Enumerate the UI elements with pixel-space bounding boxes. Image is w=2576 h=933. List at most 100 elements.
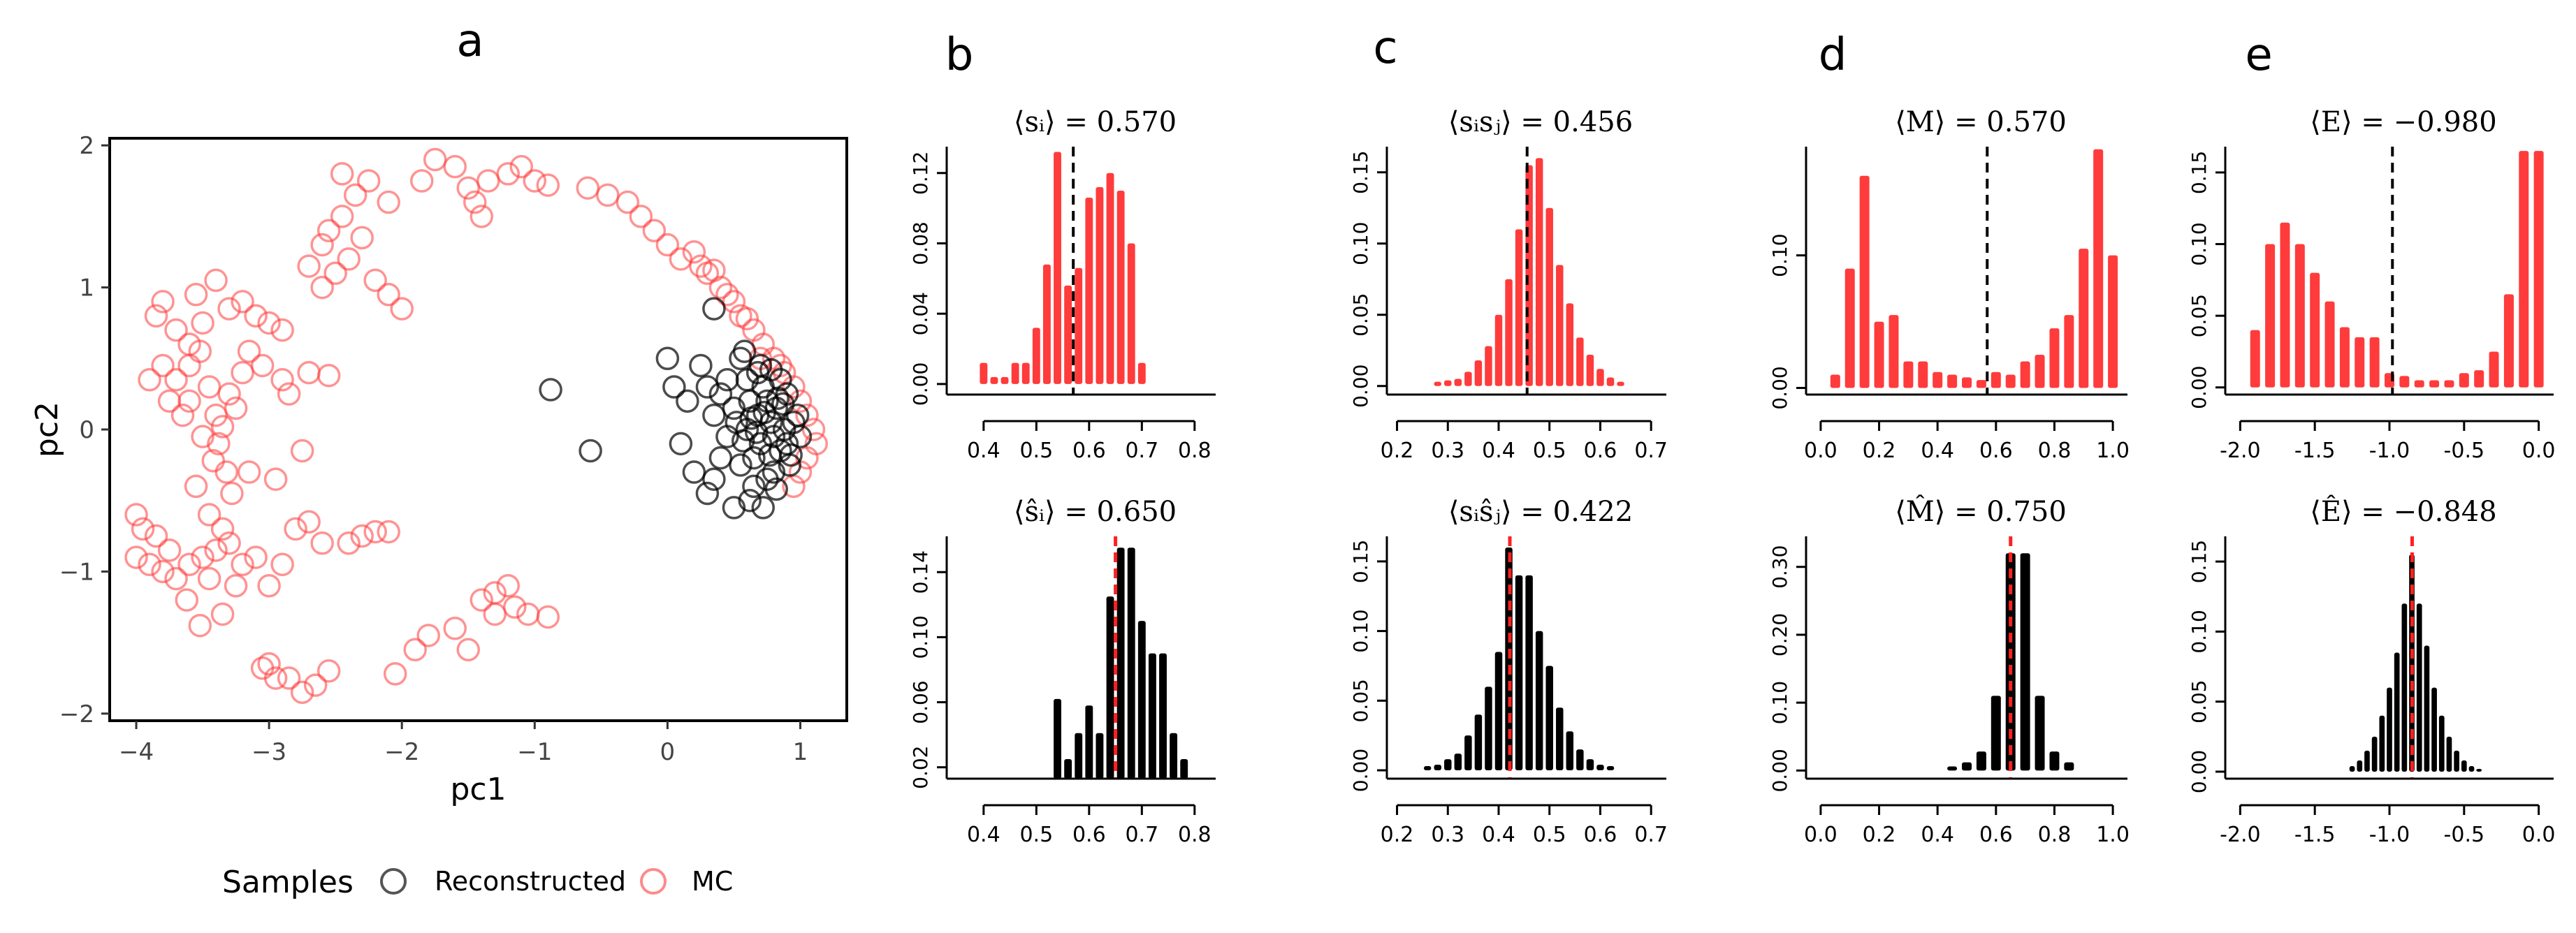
- bar: [2035, 355, 2045, 388]
- mc-point: [456, 176, 480, 200]
- mc-point: [144, 524, 168, 548]
- mc-point: [476, 169, 500, 193]
- mc-point: [722, 290, 746, 314]
- bar: [1962, 377, 1972, 388]
- y-tick-label: 1: [79, 274, 94, 302]
- histogram-panel-c: 0.2 0.3 0.4 0.5 0.6 0.7 0.00 0.05 0.10 0.15 ⟨sᵢŝⱼ⟩…: [1349, 496, 1668, 847]
- mc-point: [363, 268, 387, 293]
- x-tick-label: 0.7: [1634, 439, 1668, 463]
- mc-point: [669, 247, 693, 271]
- y-tick-label: 0.14: [909, 550, 932, 594]
- bar: [2049, 328, 2060, 388]
- mc-point: [536, 605, 560, 629]
- bar: [1064, 285, 1072, 384]
- mc-point: [416, 624, 440, 647]
- histogram-panel-e: -2.0 -1.5 -1.0 -0.5 0.0 0.00 0.05 0.10 0.15 ⟨E⟩ =…: [2188, 106, 2555, 463]
- mc-point: [151, 290, 175, 314]
- mc-point: [214, 460, 239, 484]
- mc-point: [350, 524, 374, 548]
- mc-point: [201, 449, 226, 473]
- reconstructed-point: [764, 477, 789, 501]
- bar: [2064, 315, 2074, 388]
- x-tick-label: −4: [119, 738, 154, 766]
- mc-point: [363, 520, 387, 544]
- bar: [2093, 149, 2104, 388]
- histogram-panel-b: 0.4 0.5 0.6 0.7 0.8 0.02 0.06 0.10 0.14 ⟨ŝᵢ⟩ = 0.…: [909, 496, 1216, 847]
- mc-point: [277, 382, 301, 406]
- reconstructed-point: [779, 443, 803, 467]
- mc-point: [164, 318, 188, 342]
- histogram-panel-d: 0.0 0.2 0.4 0.6 0.8 1.0 0.00 0.10 ⟨M⟩ = 0.570: [1768, 106, 2130, 463]
- bar: [1976, 751, 1986, 771]
- reconstructed-point: [751, 496, 775, 520]
- y-tick-label: 0.02: [909, 746, 932, 789]
- bar: [2503, 294, 2514, 388]
- mc-point: [356, 169, 381, 193]
- y-tick-label: 0.10: [1768, 681, 1791, 724]
- mc-point: [390, 297, 414, 321]
- bar: [2444, 380, 2454, 388]
- panel-label-d: d: [1819, 29, 1847, 81]
- mc-point: [220, 481, 244, 506]
- x-tick-label: −1: [517, 738, 552, 766]
- mc-point: [191, 545, 214, 569]
- y-tick-label: 0.15: [1349, 540, 1372, 583]
- mc-point: [337, 531, 361, 555]
- bar: [1434, 765, 1441, 771]
- bar: [1474, 714, 1483, 771]
- y-tick-label: 0.10: [1768, 233, 1791, 277]
- bar: [1127, 243, 1135, 384]
- bar: [1596, 765, 1604, 771]
- x-tick-label: 0.3: [1431, 439, 1464, 463]
- reconstructed-point: [655, 346, 680, 371]
- bar: [2438, 715, 2445, 772]
- bar: [1170, 733, 1178, 779]
- x-tick-label: −3: [252, 738, 286, 766]
- x-tick-label: 0.7: [1125, 823, 1158, 847]
- mc-point: [303, 673, 328, 697]
- reconstructed-point: [755, 389, 779, 413]
- bar: [1566, 731, 1574, 771]
- mc-point: [470, 205, 494, 228]
- bar: [1576, 749, 1584, 771]
- reconstructed-point: [708, 382, 733, 406]
- mc-point: [655, 233, 680, 257]
- bar: [1054, 698, 1061, 779]
- bar: [2476, 768, 2482, 772]
- mc-point: [144, 304, 168, 328]
- mc-point: [250, 656, 275, 680]
- bar: [2468, 765, 2475, 772]
- bar: [1148, 653, 1156, 779]
- reconstructed-point: [702, 297, 726, 321]
- x-tick-label: 0.6: [1072, 439, 1106, 463]
- x-tick-label: 0.0: [2522, 823, 2556, 847]
- x-tick-label: 0.0: [2522, 439, 2556, 463]
- mc-point: [257, 311, 281, 335]
- x-tick-label: -0.5: [2444, 439, 2485, 463]
- bar: [1474, 360, 1483, 386]
- reconstructed-point: [745, 360, 770, 385]
- bar: [2349, 765, 2355, 772]
- bar: [1830, 374, 1840, 388]
- mc-point: [350, 226, 374, 250]
- bar: [2250, 330, 2260, 388]
- bar: [1085, 198, 1093, 384]
- mc-point: [629, 205, 653, 228]
- mc-point: [596, 183, 620, 207]
- mc-point: [204, 403, 228, 427]
- bar: [1566, 303, 1574, 386]
- mc-point: [277, 666, 301, 690]
- x-tick-label: 0.8: [2038, 439, 2072, 463]
- reconstructed-point: [682, 460, 706, 484]
- mc-point: [682, 240, 706, 264]
- mc-point: [316, 219, 341, 242]
- panel-label-a: a: [456, 15, 483, 67]
- reconstructed-point: [771, 392, 795, 416]
- bar: [1454, 754, 1462, 771]
- bar: [1918, 361, 1928, 388]
- bar: [2310, 272, 2320, 388]
- x-tick-label: −2: [384, 738, 419, 766]
- bar: [1586, 759, 1594, 771]
- mc-point: [191, 425, 214, 448]
- y-tick-label: 0.10: [909, 615, 932, 659]
